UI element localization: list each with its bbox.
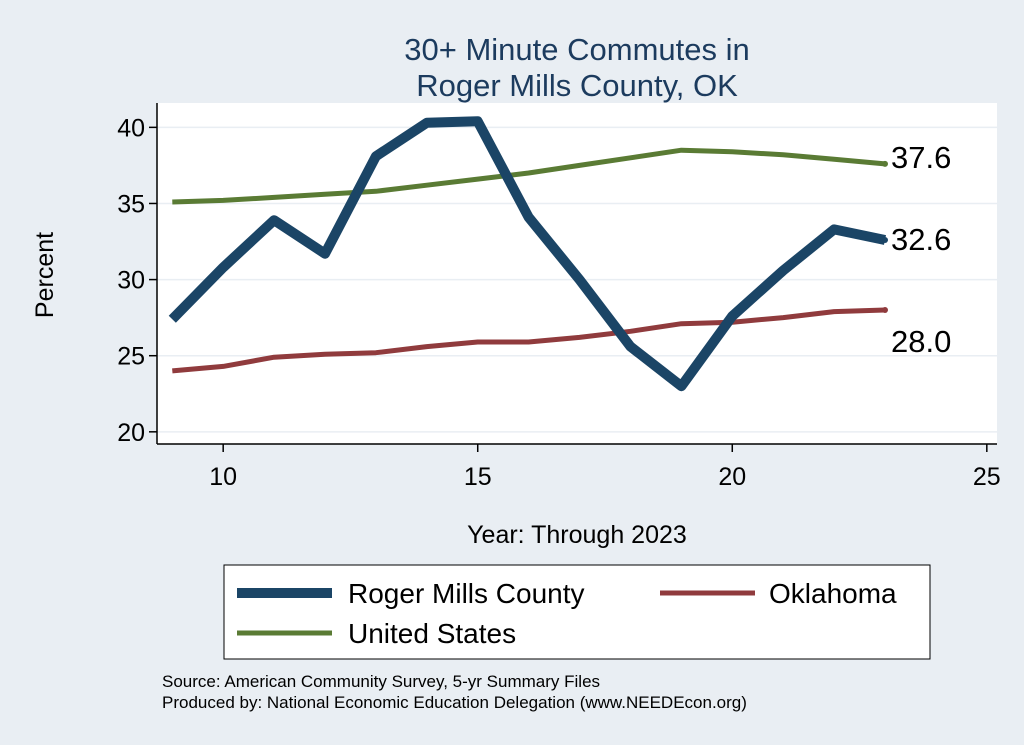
- series-line-roger-mills-county: [168, 116, 887, 392]
- end-label-united-states: 37.6: [891, 140, 951, 175]
- legend-label-roger-mills-county: Roger Mills County: [348, 578, 585, 609]
- y-tick-label-40: 40: [117, 114, 145, 142]
- x-tick-label-20: 20: [718, 463, 746, 491]
- x-axis-title: Year: Through 2023: [467, 521, 687, 549]
- y-tick-label-30: 30: [117, 267, 145, 295]
- end-labels: 32.6 28.0 37.6: [891, 140, 951, 359]
- legend-label-united-states: United States: [348, 618, 516, 649]
- chart-title-line-1: 30+ Minute Commutes in: [404, 32, 749, 67]
- series-end-point-oklahoma: [882, 307, 888, 314]
- end-label-roger-mills-county: 32.6: [891, 222, 951, 257]
- series-end-point-united-states: [882, 160, 888, 167]
- legend: Roger Mills County Oklahoma United States: [237, 578, 897, 649]
- series-layer: [168, 116, 888, 392]
- end-label-oklahoma: 28.0: [891, 324, 951, 359]
- x-tick-label-10: 10: [209, 463, 237, 491]
- y-tick-label-25: 25: [117, 343, 145, 371]
- legend-label-oklahoma: Oklahoma: [769, 578, 897, 609]
- chart-title-line-2: Roger Mills County, OK: [416, 68, 738, 103]
- axes: 20 25 30 35 40 10 15 20 25: [117, 103, 1001, 491]
- y-tick-label-35: 35: [117, 190, 145, 218]
- producer-note: Produced by: National Economic Education…: [162, 693, 747, 712]
- x-tick-label-25: 25: [973, 463, 1001, 491]
- series-line-united-states: [172, 147, 886, 205]
- series-line-oklahoma: [172, 307, 886, 374]
- x-tick-label-15: 15: [464, 463, 492, 491]
- source-note: Source: American Community Survey, 5-yr …: [162, 672, 600, 691]
- series-end-point-roger-mills-county: [882, 237, 888, 244]
- legend-box: [223, 564, 931, 660]
- y-tick-label-20: 20: [117, 419, 145, 447]
- y-axis-title: Percent: [31, 232, 59, 318]
